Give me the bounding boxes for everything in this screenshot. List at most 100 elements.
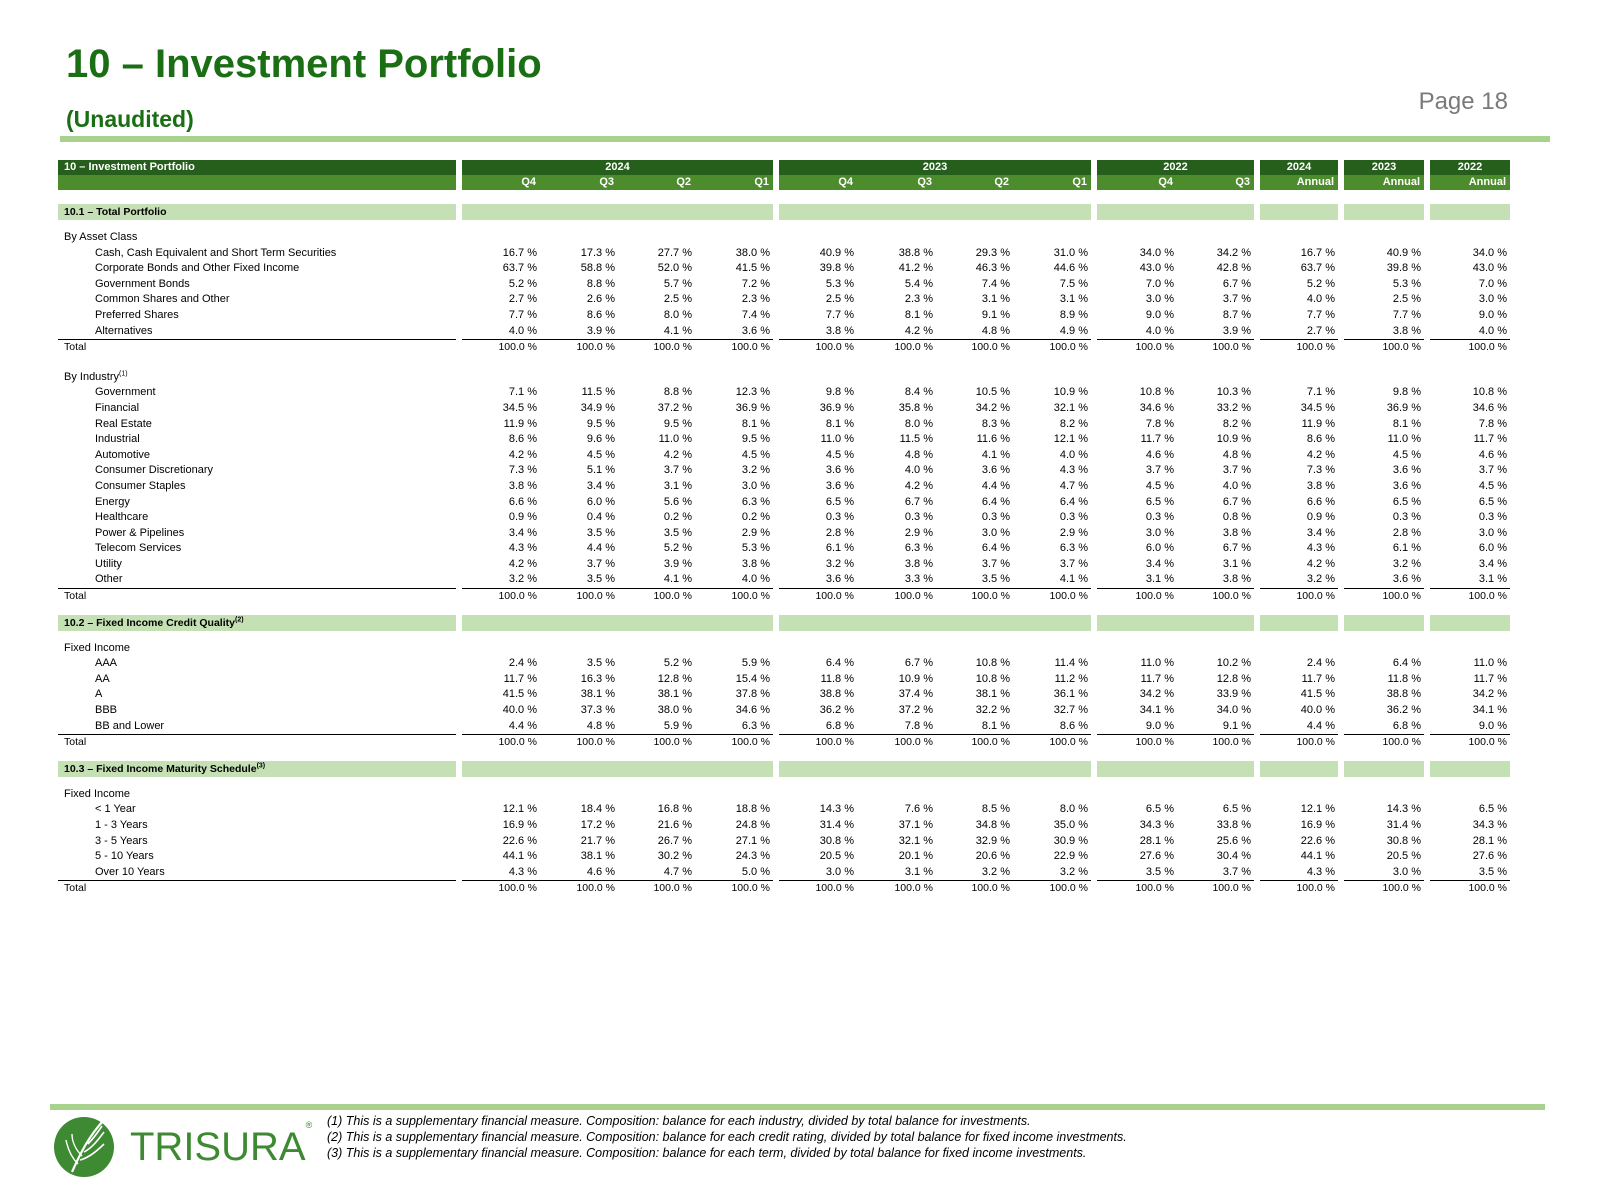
value-cell: 10.3 % [1216,386,1251,399]
value-cell: 6.8 % [825,719,854,732]
value-cell: 11.4 % [1054,657,1088,670]
value-cell: 7.7 % [825,308,854,321]
value-cell: 6.3 % [1059,542,1088,555]
total-value: 100.0 % [1097,588,1177,605]
period-header: Q1 [695,175,773,190]
row-label: Real Estate [95,417,152,430]
total-value: 100.0 % [695,588,773,605]
value-cell: 20.5 % [1386,850,1421,863]
value-cell: 8.1 % [741,417,770,430]
value-cell: 3.7 % [1222,865,1251,878]
value-cell: 15.4 % [735,672,770,685]
value-cell: 20.6 % [975,850,1010,863]
row-label: AAA [95,657,118,670]
value-cell: 0.3 % [1145,511,1174,524]
total-value: 100.0 % [1097,880,1177,897]
period-header: Q4 [1097,175,1177,190]
value-cell: 7.2 % [741,277,770,290]
spacer-row [58,356,1510,370]
table-row: Financial 34.5 % 34.9 % 37.2 % 36.9 % 36.9 % 3… [58,401,1510,417]
section-band [1430,760,1510,777]
value-cell: 34.3 % [1139,819,1174,831]
value-cell: 8.8 % [663,386,692,399]
period-header: Q2 [936,175,1013,190]
value-cell: 4.8 % [981,324,1010,337]
value-cell: 4.8 % [586,719,615,732]
value-cell: 0.2 % [663,511,692,524]
total-value: 100.0 % [936,880,1013,897]
value-cell: 2.6 % [586,293,615,306]
row-label: Industrial [95,433,140,446]
table-row: 5 - 10 Years 44.1 % 38.1 % 30.2 % 24.3 % 20.5… [58,849,1510,865]
value-cell: 11.0 % [1387,433,1421,446]
value-cell: 3.2 % [1059,865,1088,878]
row-label: Power & Pipelines [95,526,185,539]
value-cell: 4.2 % [663,448,692,461]
spacer-row [58,190,1510,204]
value-cell: 34.0 % [1139,246,1174,259]
value-cell: 11.0 % [820,433,854,446]
value-cell: 11.8 % [1387,672,1421,685]
value-cell: 18.4 % [580,803,615,816]
row-label: Healthcare [95,511,149,524]
value-cell: 34.1 % [1472,704,1507,717]
value-cell: 35.0 % [1053,819,1088,831]
value-cell: 30.8 % [1386,834,1421,847]
row-label: AA [95,672,110,685]
total-value: 100.0 % [1177,588,1254,605]
spacer-cell [58,751,1430,761]
trisura-logo [54,1117,114,1177]
value-cell: 6.5 % [1392,495,1421,508]
table-row: Consumer Staples 3.8 % 3.4 % 3.1 % 3.0 % 3.6 … [58,479,1510,495]
row-label: A [95,688,103,701]
value-cell: 34.8 % [975,819,1010,831]
value-cell: 41.5 % [502,688,537,701]
value-cell: 4.0 % [741,573,770,586]
value-cell: 16.3 % [580,672,615,685]
total-value: 100.0 % [857,734,936,751]
value-cell: 10.5 % [975,386,1010,399]
value-cell: 11.9 % [1301,417,1335,430]
value-cell: 14.3 % [1386,803,1421,816]
value-cell: 3.5 % [586,573,615,586]
row-label: < 1 Year [95,803,136,816]
value-cell: 7.0 % [1478,277,1507,290]
table-row: AAA 2.4 % 3.5 % 5.2 % 5.9 % 6.4 % 6.7 % 10.8 % 1… [58,656,1510,672]
value-cell: 3.2 % [741,464,770,477]
section-header-row: 10.3 – Fixed Income Maturity Schedule(3) [58,760,1510,777]
value-cell: 11.7 % [1140,433,1174,446]
value-cell: 3.8 % [741,557,770,570]
value-cell: 11.7 % [1140,672,1174,685]
row-label: Alternatives [95,324,153,337]
value-cell: 4.2 % [904,479,933,492]
year-header: 2024 [462,160,773,175]
value-cell: 39.8 % [1386,262,1421,275]
row-label: Government [95,386,156,399]
value-cell: 21.7 % [580,834,615,847]
value-cell: 27.1 % [735,834,770,847]
value-cell: 17.2 % [580,819,615,831]
total-value: 100.0 % [779,734,857,751]
period-header: Q1 [1013,175,1091,190]
section-title-text: 10.1 – Total Portfolio [64,206,167,218]
total-value: 100.0 % [540,339,618,356]
value-cell: 7.8 % [1145,417,1174,430]
value-cell: 3.6 % [825,479,854,492]
value-cell: 3.0 % [825,865,854,878]
section-title-text: 10.2 – Fixed Income Credit Quality [64,616,235,629]
value-cell: 3.8 % [1222,573,1251,586]
value-cell: 4.9 % [1059,324,1088,337]
value-cell: 4.0 % [1222,479,1251,492]
row-label: Cash, Cash Equivalent and Short Term Sec… [95,246,337,259]
footnote-ref: (3) [256,762,266,770]
value-cell: 10.9 % [1053,386,1088,399]
section-band [1430,204,1510,220]
total-value: 100.0 % [1260,588,1338,605]
value-cell: 34.6 % [1472,401,1507,414]
value-cell: 8.6 % [508,433,537,446]
value-cell: 22.6 % [1300,834,1335,847]
value-cell: 4.8 % [904,448,933,461]
value-cell: 5.3 % [741,542,770,555]
total-value: 100.0 % [1013,880,1091,897]
table-row: < 1 Year 12.1 % 18.4 % 16.8 % 18.8 % 14.3 % 7.… [58,802,1510,818]
